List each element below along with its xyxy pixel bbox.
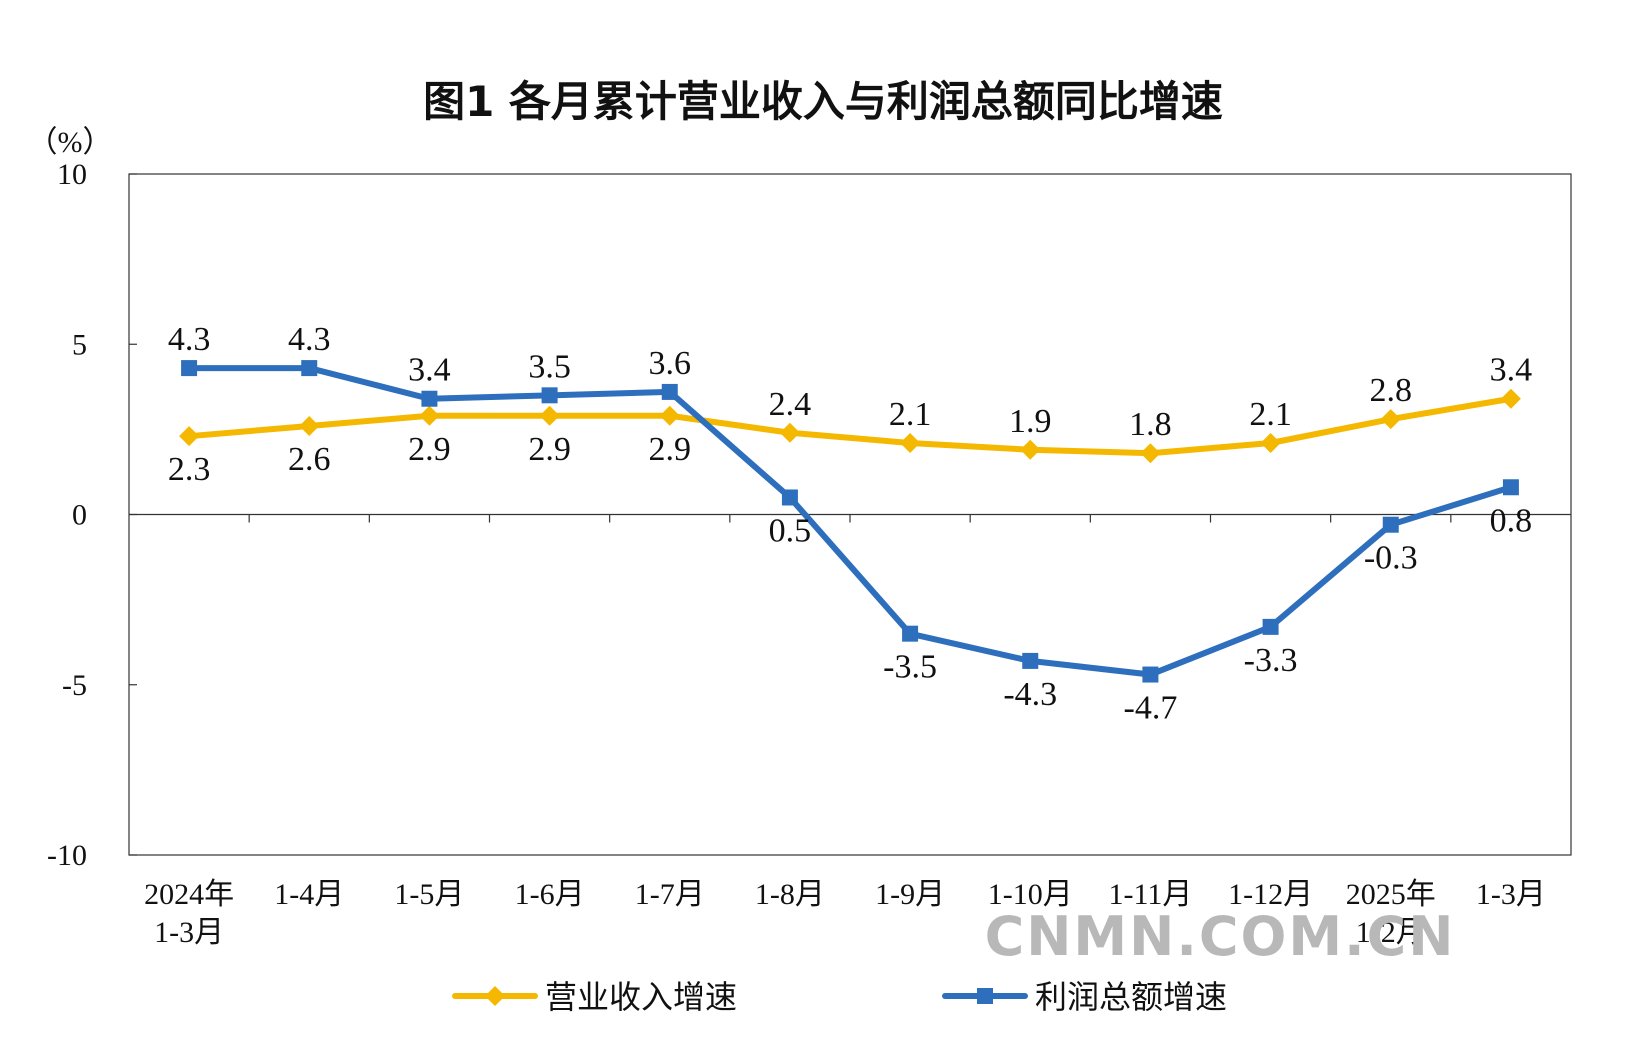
watermark: CNMN.COM.CN bbox=[985, 905, 1456, 968]
legend-marker-profit bbox=[977, 988, 993, 1004]
data-label-revenue: 2.6 bbox=[288, 441, 331, 478]
data-point-revenue bbox=[1500, 388, 1521, 409]
data-label-profit: -4.7 bbox=[1124, 690, 1178, 727]
series-markers bbox=[179, 360, 1521, 683]
data-label-revenue: 2.9 bbox=[528, 431, 571, 468]
data-point-revenue bbox=[179, 426, 200, 447]
data-point-profit bbox=[1502, 479, 1519, 496]
data-label-profit: 0.8 bbox=[1490, 502, 1533, 539]
data-labels: 2.3 2.6 2.9 2.9 2.9 2.4 2.1 1.9 1.8 2.1 2.8 3.4 4.3 4… bbox=[168, 321, 1532, 726]
x-tick-label: 1-4月 bbox=[274, 878, 344, 911]
data-label-revenue: 1.8 bbox=[1129, 406, 1172, 443]
data-label-profit: -0.3 bbox=[1364, 540, 1418, 577]
y-tick-label: 5 bbox=[72, 328, 87, 361]
x-tick-label: 1-3月 bbox=[154, 916, 224, 949]
data-label-revenue: 2.8 bbox=[1370, 372, 1413, 409]
data-label-revenue: 2.9 bbox=[408, 431, 451, 468]
legend-item-profit: 利润总额增速 bbox=[942, 978, 1227, 1016]
x-tick-label: 1-9月 bbox=[875, 878, 945, 911]
data-label-profit: 4.3 bbox=[168, 321, 211, 358]
data-point-profit bbox=[902, 625, 919, 642]
data-point-profit bbox=[1382, 516, 1399, 533]
data-label-profit: 3.6 bbox=[649, 345, 692, 382]
data-label-profit: 3.4 bbox=[408, 352, 451, 389]
x-tick-label: 1-7月 bbox=[635, 878, 705, 911]
data-point-profit bbox=[661, 383, 678, 400]
legend-label-revenue: 营业收入增速 bbox=[545, 978, 737, 1016]
x-tick-label: 2024年 bbox=[144, 878, 234, 911]
data-point-profit bbox=[421, 390, 438, 407]
data-point-profit bbox=[1022, 652, 1039, 669]
data-label-revenue: 2.4 bbox=[769, 386, 812, 423]
y-axis-unit-label: （%） bbox=[28, 126, 113, 159]
x-tick-label: 2025年 bbox=[1346, 878, 1436, 911]
data-point-revenue bbox=[539, 405, 560, 426]
data-point-revenue bbox=[1020, 439, 1041, 460]
data-label-revenue: 2.3 bbox=[168, 451, 211, 488]
data-point-profit bbox=[781, 489, 798, 506]
data-label-revenue: 2.1 bbox=[889, 396, 932, 433]
data-point-profit bbox=[541, 387, 558, 404]
y-tick-label: -10 bbox=[47, 839, 87, 872]
data-point-revenue bbox=[900, 432, 921, 453]
x-tick-label: 1-6月 bbox=[515, 878, 585, 911]
x-tick-label: 1-2月 bbox=[1356, 916, 1426, 949]
data-label-revenue: 2.1 bbox=[1249, 396, 1292, 433]
data-point-revenue bbox=[1260, 432, 1281, 453]
chart-title: 图1 各月累计营业收入与利润总额同比增速 bbox=[423, 77, 1223, 126]
data-label-profit: -4.3 bbox=[1003, 676, 1057, 713]
data-point-revenue bbox=[419, 405, 440, 426]
y-tick-label: 10 bbox=[57, 158, 87, 191]
x-tick-label: 1-10月 bbox=[988, 878, 1073, 911]
data-point-profit bbox=[301, 360, 318, 377]
legend-label-profit: 利润总额增速 bbox=[1035, 978, 1227, 1016]
data-label-profit: -3.3 bbox=[1244, 642, 1298, 679]
data-point-revenue bbox=[659, 405, 680, 426]
data-point-revenue bbox=[779, 422, 800, 443]
data-point-revenue bbox=[1380, 409, 1401, 430]
x-tick-label: 1-3月 bbox=[1476, 878, 1546, 911]
legend-item-revenue: 营业收入增速 bbox=[452, 978, 737, 1016]
legend-marker-revenue bbox=[485, 986, 505, 1006]
series-line-revenue bbox=[186, 395, 1514, 457]
y-tick-label: -5 bbox=[62, 669, 87, 702]
data-label-revenue: 1.9 bbox=[1009, 403, 1052, 440]
x-tick-label: 1-11月 bbox=[1108, 878, 1192, 911]
x-tick-label: 1-5月 bbox=[394, 878, 464, 911]
legend: 营业收入增速 利润总额增速 bbox=[452, 978, 1227, 1016]
x-axis: 2024年 1-3月 1-4月 1-5月 1-6月 1-7月 1-8月 1-9月 1-10月 1-… bbox=[129, 513, 1571, 949]
data-label-profit: 3.5 bbox=[528, 348, 571, 385]
series-line-profit bbox=[186, 365, 1514, 678]
data-point-profit bbox=[181, 360, 198, 377]
data-point-revenue bbox=[1140, 443, 1161, 464]
x-tick-label: 1-8月 bbox=[755, 878, 825, 911]
data-label-profit: 0.5 bbox=[769, 512, 812, 549]
data-label-profit: -3.5 bbox=[883, 649, 937, 686]
data-point-revenue bbox=[299, 415, 320, 436]
series-lines bbox=[186, 365, 1514, 678]
data-point-profit bbox=[1142, 666, 1159, 683]
data-label-profit: 4.3 bbox=[288, 321, 331, 358]
data-point-profit bbox=[1262, 618, 1279, 635]
y-axis: 10 5 0 -5 -10 bbox=[47, 158, 137, 872]
x-tick-label: 1-12月 bbox=[1228, 878, 1313, 911]
data-label-revenue: 3.4 bbox=[1490, 352, 1533, 389]
data-label-revenue: 2.9 bbox=[649, 431, 692, 468]
y-tick-label: 0 bbox=[72, 499, 87, 532]
